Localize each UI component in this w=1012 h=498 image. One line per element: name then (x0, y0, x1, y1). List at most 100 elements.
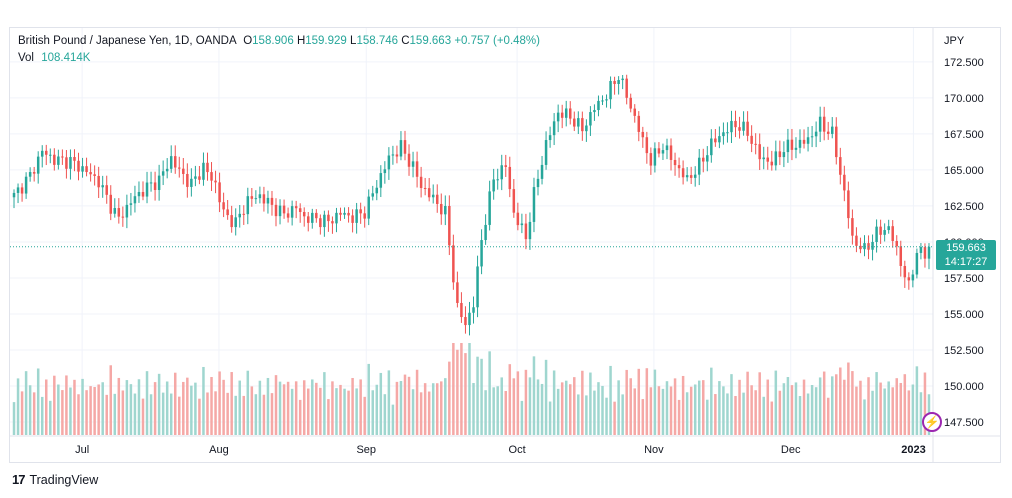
volume-bar (826, 397, 830, 435)
low-value: 158.746 (356, 35, 399, 47)
candle-body (307, 216, 310, 223)
candle-body (915, 252, 919, 275)
volume-bar (254, 394, 258, 435)
volume-bar (863, 399, 866, 435)
candle-body (484, 224, 487, 241)
tradingview-brand[interactable]: 17 TradingView (12, 472, 98, 487)
volume-bar (440, 381, 443, 435)
candle-body (206, 162, 209, 173)
volume-bar (798, 396, 802, 435)
volume-bar (262, 394, 266, 435)
candle-body (528, 221, 532, 240)
candle-body (718, 136, 721, 143)
candle-body (113, 208, 117, 214)
candle-body (573, 118, 576, 127)
volume-bar (49, 400, 52, 435)
volume-bar (307, 388, 310, 435)
symbol-legend: British Pound / Japanese Yen, 1D, OANDA … (18, 35, 540, 47)
candle-body (93, 174, 96, 176)
candle-body (351, 215, 354, 223)
candle-body (234, 217, 237, 228)
candle-body (552, 121, 556, 136)
volume-bar (536, 379, 540, 435)
candle-body (242, 213, 246, 215)
candle-body (298, 208, 302, 213)
candle-body (613, 80, 616, 84)
volume-bar (347, 390, 350, 435)
candle-body (822, 116, 826, 132)
chart-frame[interactable] (9, 27, 1001, 463)
x-tick-label: Nov (644, 444, 664, 456)
volume-bar (403, 374, 407, 435)
volume-bar (625, 369, 628, 435)
candle-body (843, 174, 846, 191)
volume-bar (117, 377, 121, 435)
volume-bar (250, 386, 254, 435)
candle-body (440, 203, 443, 215)
candle-body (629, 97, 632, 109)
candle-body (331, 221, 334, 224)
volume-bar (585, 395, 588, 435)
volume-bar (569, 384, 572, 435)
candle-body (887, 226, 890, 231)
y-tick-label: 170.000 (944, 93, 984, 105)
x-tick-label: Oct (509, 444, 526, 456)
candle-body (169, 156, 173, 169)
volume-bar (859, 380, 862, 435)
volume-bar (198, 398, 201, 435)
volume-bar (214, 391, 217, 435)
candle-body (508, 166, 512, 190)
volume-bar (548, 401, 552, 435)
candle-body (427, 188, 431, 198)
volume-bar (762, 396, 765, 435)
candle-body (685, 175, 689, 178)
volume-bar (629, 378, 632, 435)
candle-body (121, 216, 125, 218)
volume-bar (665, 381, 669, 435)
candle-body (722, 132, 725, 137)
volume-bar (871, 390, 874, 435)
candle-body (198, 176, 201, 180)
candle-body (653, 148, 657, 166)
candle-body (65, 157, 68, 169)
candle-body (194, 176, 197, 179)
candle-body (863, 243, 866, 250)
candle-body (488, 191, 491, 225)
volume-bar (710, 367, 713, 435)
volume-bar (391, 404, 395, 435)
candle-body (178, 167, 181, 169)
volume-bar (89, 386, 92, 435)
candle-body (12, 192, 16, 198)
candle-body (403, 140, 407, 154)
candle-body (383, 169, 387, 174)
lightning-icon[interactable]: ⚡ (922, 412, 942, 432)
volume-bar (81, 378, 84, 435)
candle-body (415, 161, 419, 177)
volume-bar (202, 366, 205, 435)
volume-bar (302, 380, 306, 435)
candle-body (742, 121, 745, 131)
volume-bar (794, 382, 798, 435)
volume-bar (839, 367, 842, 435)
candle-body (36, 156, 40, 174)
candle-body (766, 157, 770, 162)
candle-body (468, 312, 471, 326)
candle-body (24, 176, 28, 194)
candle-body (504, 165, 508, 167)
volume-bar (206, 392, 209, 435)
volume-bar (145, 371, 149, 435)
candle-body (45, 150, 48, 155)
volume-bar (359, 379, 362, 435)
volume-bar (387, 370, 391, 435)
volume-bar (77, 394, 80, 435)
y-tick-label: 172.500 (944, 57, 984, 69)
candle-body (879, 226, 882, 235)
volume-bar (895, 378, 898, 435)
volume-bar (790, 385, 794, 435)
volume-bar (367, 363, 370, 435)
volume-bar (476, 356, 479, 435)
candle-body (448, 205, 451, 246)
volume-bar (577, 394, 580, 435)
candle-body (911, 274, 915, 281)
